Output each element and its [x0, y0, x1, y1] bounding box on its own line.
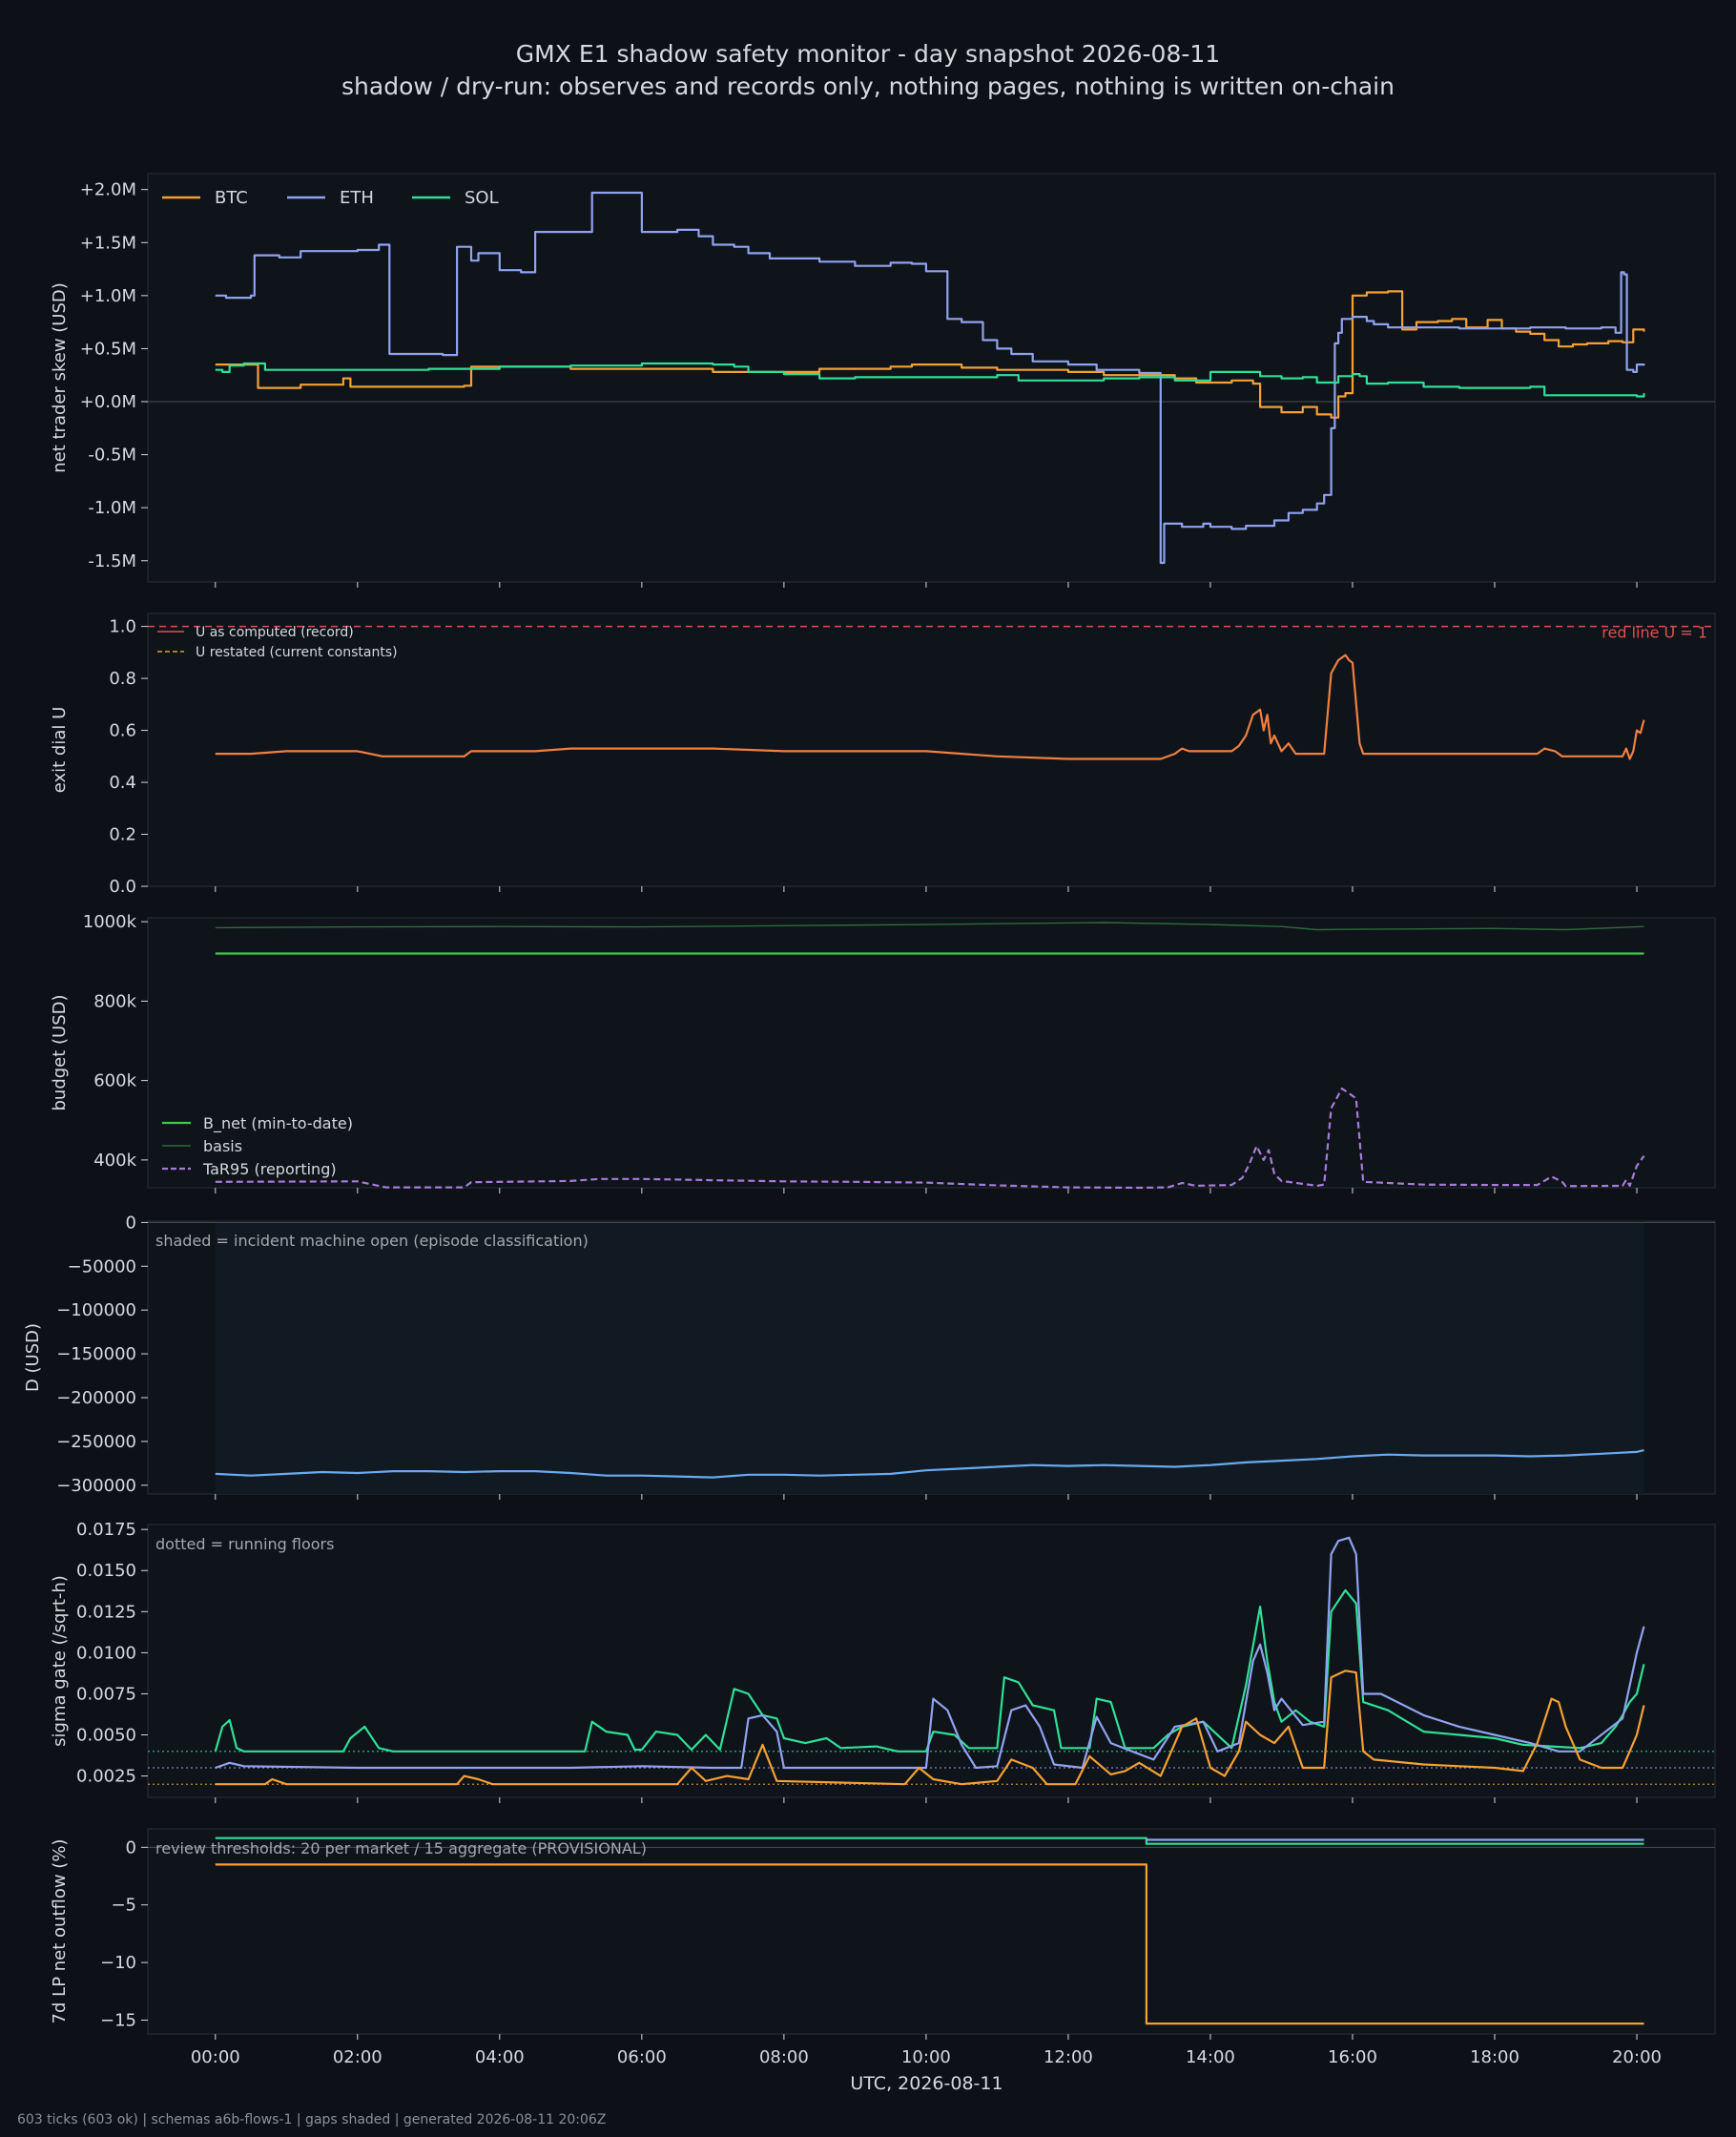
y-tick-label: −150000 — [56, 1344, 136, 1364]
x-tick-label: 06:00 — [617, 2047, 667, 2067]
y-tick-label: 600k — [93, 1071, 136, 1091]
y-tick-label: 0.6 — [109, 721, 136, 741]
y-tick-label: −5 — [111, 1896, 136, 1916]
y-tick-label: +1.5M — [80, 233, 136, 253]
series-line-btc — [215, 1863, 1644, 2025]
y-tick-label: −250000 — [56, 1432, 136, 1452]
legend-label: basis — [203, 1137, 242, 1155]
y-tick-label: 0.0050 — [76, 1726, 136, 1746]
y-tick-label: 0.0100 — [76, 1643, 136, 1663]
series-line-btc — [215, 1670, 1645, 1786]
x-tick-label: 04:00 — [475, 2047, 525, 2067]
panel-frame — [147, 612, 1716, 887]
panel-1: 1.0 0.8 0.6 0.4 0.2 0.0 exit dial U red line U … — [50, 612, 1716, 897]
y-axis-label: exit dial U — [50, 707, 70, 794]
y-tick-label: 0 — [126, 1837, 136, 1857]
y-tick-label: 0.0150 — [76, 1561, 136, 1581]
chart-title: GMX E1 shadow safety monitor - day snaps… — [515, 40, 1221, 68]
y-tick-label: 800k — [93, 991, 136, 1011]
panel-4: 0.0175 0.0150 0.0125 0.0100 0.0075 0.0050 0.00… — [50, 1520, 1716, 1803]
y-tick-label: +0.0M — [80, 392, 136, 412]
series-line-tar95-reporting- — [215, 1087, 1645, 1190]
legend-label: SOL — [465, 188, 499, 208]
incident-shade — [215, 1221, 1644, 1494]
y-tick-label: +1.0M — [80, 286, 136, 306]
series-line-u-as-computed-record- — [215, 654, 1645, 760]
y-tick-label: 0.0 — [109, 877, 136, 897]
y-tick-label: 1.0 — [109, 617, 136, 637]
x-tick-label: 00:00 — [191, 2047, 240, 2067]
y-tick-label: −100000 — [56, 1300, 136, 1320]
series-line-basis — [215, 922, 1644, 931]
y-axis-label: sigma gate (/sqrt-h) — [50, 1575, 70, 1747]
y-axis-label: net trader skew (USD) — [50, 282, 70, 473]
y-tick-label: 0.4 — [109, 773, 136, 793]
y-tick-label: 0 — [126, 1213, 136, 1233]
panel-frame — [147, 917, 1716, 1189]
x-tick-label: 08:00 — [759, 2047, 809, 2067]
footer-status: 603 ticks (603 ok) | schemas a6b-flows-1… — [17, 2112, 607, 2127]
legend-label: U restated (current constants) — [196, 645, 398, 660]
y-tick-label: -1.0M — [88, 498, 136, 518]
y-tick-label: −15 — [100, 2011, 136, 2031]
legend-label: BTC — [215, 188, 248, 208]
x-tick-label: 20:00 — [1612, 2047, 1662, 2067]
y-axis-label: 7d LP net outflow (%) — [50, 1839, 70, 2024]
series-line-d — [215, 1449, 1644, 1479]
chart-subtitle: shadow / dry-run: observes and records o… — [341, 73, 1395, 100]
legend-label: TaR95 (reporting) — [202, 1160, 337, 1178]
series-line-eth — [215, 191, 1645, 565]
y-tick-label: +2.0M — [80, 180, 136, 200]
y-tick-label: -1.5M — [88, 551, 136, 571]
panel-annotation: shaded = incident machine open (episode … — [155, 1232, 589, 1250]
legend-label: ETH — [340, 188, 374, 208]
series-line-sol — [214, 1588, 1645, 1753]
legend-label: U as computed (record) — [196, 625, 354, 640]
series-line-eth — [215, 1536, 1645, 1770]
panel-annotation: review thresholds: 20 per market / 15 ag… — [155, 1839, 647, 1857]
x-tick-label: 14:00 — [1186, 2047, 1235, 2067]
y-tick-label: 0.0075 — [76, 1684, 136, 1704]
panel-frame — [147, 1524, 1716, 1798]
y-tick-label: 0.0175 — [76, 1520, 136, 1540]
panel-3: 0 −50000 −100000 −150000 −200000 −250000 −3000… — [23, 1213, 1716, 1500]
series-line-sol — [215, 1836, 1644, 1845]
y-tick-label: −10 — [100, 1953, 136, 1973]
series-line-btc — [215, 290, 1645, 419]
y-tick-label: −50000 — [68, 1256, 136, 1276]
x-tick-label: 16:00 — [1328, 2047, 1377, 2067]
y-tick-label: 1000k — [83, 912, 137, 932]
panel-2: 1000k 800k 600k 400k budget (USD) B_net (min-… — [50, 912, 1716, 1193]
y-tick-label: 400k — [93, 1151, 136, 1171]
y-tick-label: 0.0025 — [76, 1767, 136, 1787]
panel-frame — [147, 1828, 1716, 2035]
y-tick-label: −200000 — [56, 1388, 136, 1408]
redline-annotation: red line U = 1 — [1602, 624, 1707, 642]
y-tick-label: 0.0125 — [76, 1602, 136, 1622]
y-tick-label: -0.5M — [88, 446, 136, 466]
title-block: GMX E1 shadow safety monitor - day snaps… — [0, 38, 1736, 103]
x-tick-label: 12:00 — [1044, 2047, 1093, 2067]
legend-label: B_net (min-to-date) — [203, 1114, 353, 1133]
panel-0: +2.0M +1.5M +1.0M +0.5M +0.0M -0.5M -1.0M -1.5M… — [50, 173, 1716, 588]
series-line-sol — [215, 362, 1645, 398]
y-axis-label: D (USD) — [23, 1323, 43, 1392]
y-tick-label: 0.8 — [109, 669, 136, 689]
x-axis-label: UTC, 2026-08-11 — [850, 2073, 1002, 2094]
y-axis-label: budget (USD) — [50, 994, 70, 1110]
x-tick-label: 10:00 — [901, 2047, 951, 2067]
y-tick-label: 0.2 — [109, 825, 136, 845]
x-tick-label: 02:00 — [333, 2047, 382, 2067]
y-tick-label: +0.5M — [80, 339, 136, 359]
panel-annotation: dotted = running floors — [155, 1535, 334, 1553]
y-tick-label: −300000 — [56, 1476, 136, 1496]
x-tick-label: 18:00 — [1470, 2047, 1519, 2067]
panel-5: 0 −5 −10 −15 7d LP net outflow (%) review thr… — [50, 1828, 1716, 2040]
